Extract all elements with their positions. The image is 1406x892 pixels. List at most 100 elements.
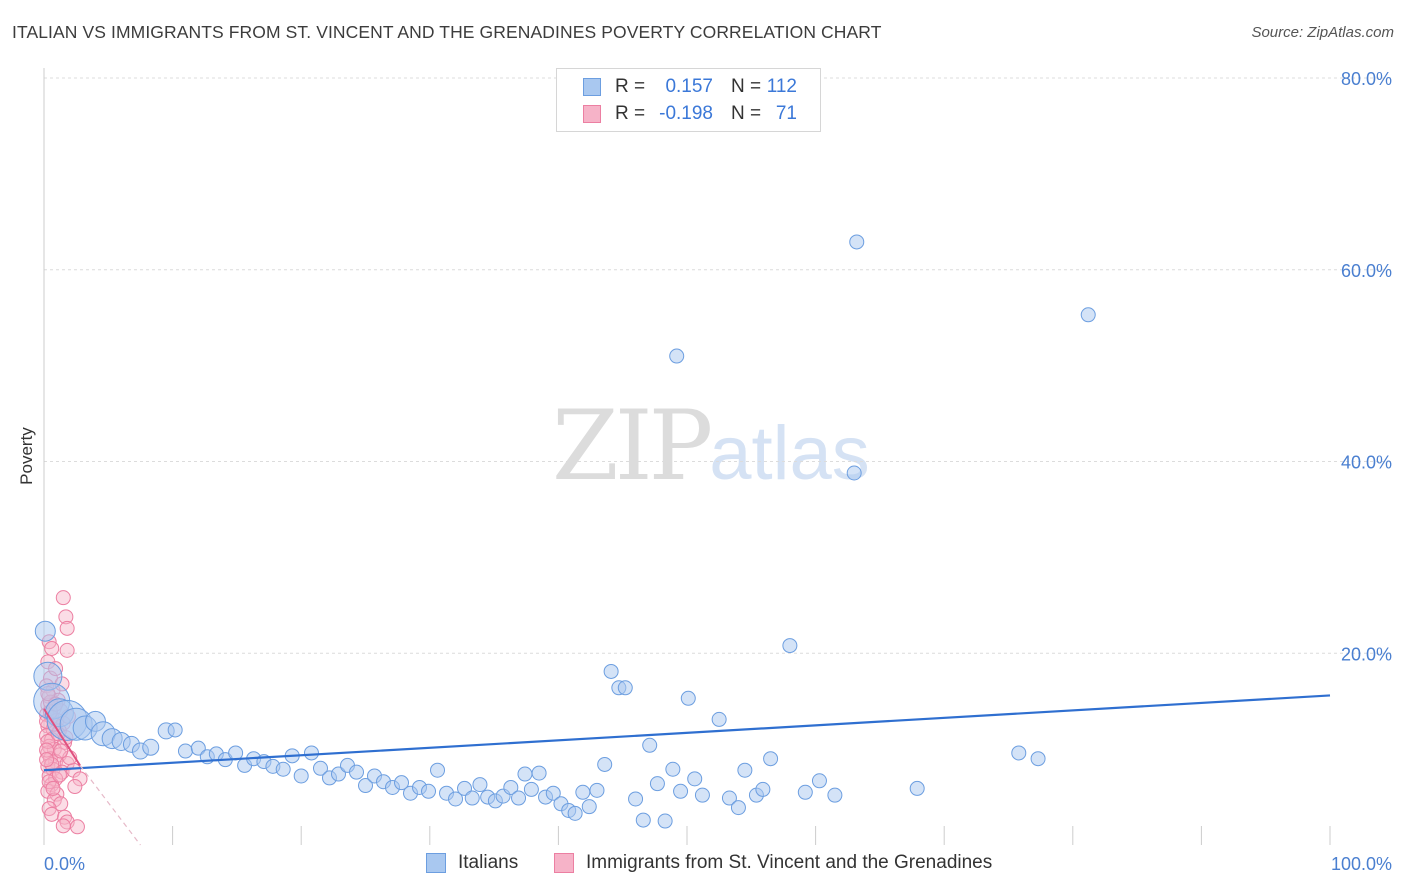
- italians-point: [523, 781, 539, 797]
- legend-r-label: R =: [615, 76, 646, 97]
- y-tick-label: 20.0%: [1341, 644, 1392, 664]
- italians-point: [167, 722, 183, 738]
- italians-point: [1030, 751, 1046, 767]
- italians-point: [448, 791, 464, 807]
- italians-point: [575, 784, 591, 800]
- watermark: ZIPatlas: [552, 398, 870, 495]
- immigrants-point: [58, 609, 74, 625]
- legend-swatch-immigrants: [583, 105, 601, 123]
- italians-point: [680, 690, 696, 706]
- italians-point: [581, 799, 597, 815]
- tick-label-layer: 20.0% 40.0% 60.0% 80.0% 0.0% 100.0%: [44, 69, 1392, 874]
- italians-point: [511, 790, 527, 806]
- italians-point: [782, 638, 798, 654]
- italians-point: [797, 784, 813, 800]
- italians-point: [1011, 745, 1027, 761]
- italians-point: [811, 773, 827, 789]
- grid-layer: [44, 77, 1392, 654]
- italians-point: [517, 766, 533, 782]
- italians-point: [721, 790, 737, 806]
- legend-row-italians: R = 0.157 N = 112: [557, 74, 820, 100]
- y-tick-label: 60.0%: [1341, 261, 1392, 281]
- italians-point: [330, 766, 346, 782]
- italians-point: [763, 751, 779, 767]
- watermark-atlas: atlas: [709, 411, 870, 496]
- italians-point: [755, 781, 771, 797]
- immigrants-point: [53, 743, 69, 759]
- italians-point: [430, 762, 446, 778]
- immigrants-point: [51, 767, 67, 783]
- trend-layer: [43, 694, 1331, 846]
- axis-layer: [43, 68, 1331, 845]
- italians-point: [737, 762, 753, 778]
- immigrants-point: [59, 620, 75, 636]
- italians-point: [597, 756, 613, 772]
- immigrants-point: [55, 818, 71, 834]
- immigrants-trend-extension: [79, 765, 141, 846]
- chart-title: ITALIAN VS IMMIGRANTS FROM ST. VINCENT A…: [12, 22, 882, 42]
- italians-point: [694, 787, 710, 803]
- italians-point: [657, 813, 673, 829]
- y-tick-label: 40.0%: [1341, 453, 1392, 473]
- italians-point: [358, 778, 373, 794]
- legend-n-label: N =: [731, 103, 762, 124]
- italians-point: [503, 779, 519, 795]
- italians-point: [649, 776, 665, 792]
- italians-point: [827, 787, 843, 803]
- italians-point: [303, 745, 319, 761]
- legend-r-value: 0.157: [665, 76, 713, 97]
- y-tick-label: 80.0%: [1341, 69, 1392, 89]
- italians-point: [545, 785, 561, 801]
- immigrants-point: [59, 642, 75, 658]
- italians-point: [846, 465, 862, 481]
- italians-point: [687, 771, 703, 787]
- legend-row-immigrants: R = -0.198 N = 71: [557, 101, 820, 127]
- watermark-zip: ZIP: [552, 390, 713, 502]
- italians-point: [665, 761, 681, 777]
- italians-point: [275, 761, 291, 777]
- legend-n-label: N =: [731, 76, 762, 97]
- legend-r-value: -0.198: [659, 103, 713, 124]
- italians-point: [589, 782, 605, 798]
- italians-point: [642, 737, 658, 753]
- immigrants-point: [39, 752, 55, 768]
- legend-swatch-italians: [426, 853, 446, 873]
- italians-point: [673, 783, 689, 799]
- immigrants-point: [45, 780, 61, 796]
- legend-swatch-immigrants: [554, 853, 574, 873]
- italians-point: [1080, 307, 1096, 323]
- immigrants-point: [44, 640, 60, 656]
- legend-n-value: 71: [775, 103, 797, 124]
- legend-n-value: 112: [766, 76, 797, 97]
- correlation-legend: R = 0.157 N = 112 R = -0.198 N = 71: [556, 68, 821, 132]
- italians-point: [567, 805, 583, 821]
- italians-point: [464, 790, 480, 806]
- x-tick-label: 100.0%: [1331, 854, 1392, 874]
- italians-point: [603, 663, 619, 679]
- immigrants-point: [69, 819, 85, 835]
- italians-point: [142, 738, 160, 756]
- italians-point: [421, 783, 437, 799]
- italians-point: [293, 768, 309, 784]
- italians-point: [617, 680, 633, 696]
- italians-trend-line: [43, 694, 1331, 772]
- legend-r-label: R =: [615, 103, 646, 124]
- italians-point: [312, 760, 328, 776]
- immigrants-point: [55, 590, 71, 606]
- immigrants-point: [72, 771, 88, 787]
- italians-point: [531, 765, 547, 781]
- italians-point: [472, 777, 488, 793]
- legend-swatch-italians: [583, 78, 601, 96]
- italians-point: [711, 711, 727, 727]
- italians-point: [669, 348, 685, 364]
- legend-label-immigrants: Immigrants from St. Vincent and the Gren…: [586, 852, 993, 873]
- italians-point: [190, 740, 206, 756]
- italians-point: [628, 791, 644, 807]
- italians-point: [730, 800, 746, 816]
- italians-point: [34, 620, 56, 642]
- italians-point: [394, 775, 410, 791]
- x-tick-label: 0.0%: [44, 854, 85, 874]
- immigrants-trend-line: [43, 708, 81, 766]
- legend-label-italians: Italians: [458, 852, 519, 873]
